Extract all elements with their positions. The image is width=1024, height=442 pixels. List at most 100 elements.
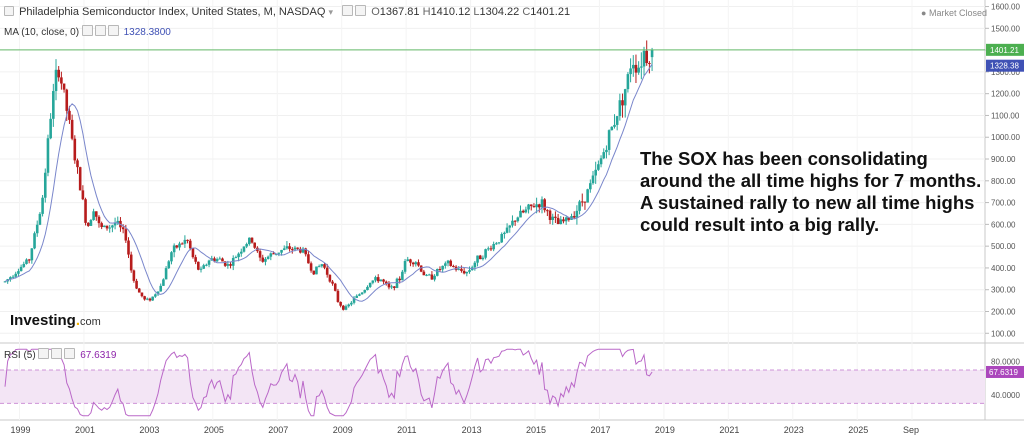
candle-body	[631, 64, 635, 69]
candle-body	[215, 259, 219, 262]
candle-body	[449, 260, 453, 266]
candle-body	[355, 295, 359, 298]
logo-main: Investing	[10, 312, 76, 329]
candle-body	[613, 124, 616, 127]
status-dot-icon: ●	[921, 8, 927, 18]
candle-body	[108, 227, 112, 229]
candle-body	[580, 201, 584, 203]
settings-icon[interactable]	[342, 5, 354, 16]
candle-body	[258, 251, 262, 258]
candle-body	[610, 126, 614, 131]
candle-body	[154, 294, 157, 297]
candle-body	[602, 152, 606, 159]
candle-body	[409, 259, 412, 263]
candle-body	[296, 247, 299, 249]
candle-body	[290, 249, 294, 251]
y-tick-label: 1300.00	[991, 68, 1020, 77]
candle-body	[253, 242, 257, 248]
candle-body	[103, 225, 106, 228]
candle-body	[207, 260, 211, 265]
visibility-icon[interactable]	[355, 5, 367, 16]
candle-body	[140, 292, 144, 297]
candle-body	[352, 297, 356, 303]
candle-body	[60, 77, 63, 84]
y-tick-label: 900.00	[991, 155, 1016, 164]
candle-body	[86, 222, 90, 226]
candle-body	[521, 210, 525, 213]
candle-body	[393, 286, 396, 288]
candle-body	[105, 225, 109, 229]
ma-visibility-icon[interactable]	[81, 25, 93, 36]
y-tick-label: 600.00	[991, 220, 1016, 229]
dropdown-caret-icon[interactable]: ▾	[328, 7, 333, 17]
annotation-line: The SOX has been consolidating	[640, 148, 928, 169]
investing-logo: Investing.com	[10, 312, 101, 329]
collapse-icon[interactable]	[4, 6, 14, 16]
ma-price-label: 1328.38	[990, 62, 1019, 71]
candle-body	[172, 245, 176, 253]
candle-body	[476, 255, 479, 263]
x-tick-label: Sep	[903, 425, 919, 435]
candle-body	[473, 262, 477, 268]
candle-body	[460, 268, 463, 271]
rsi-visibility-icon[interactable]	[38, 348, 50, 359]
candle-body	[489, 248, 493, 250]
y-tick-label: 1200.00	[991, 90, 1020, 99]
candle-body	[529, 204, 533, 207]
candle-body	[194, 257, 197, 262]
candle-body	[162, 279, 165, 286]
candle-body	[307, 254, 310, 264]
ma-settings-icon[interactable]	[94, 25, 106, 36]
candle-body	[288, 246, 291, 250]
candle-body	[645, 50, 649, 64]
annotation-line: around the all time highs for 7 months.	[640, 170, 982, 191]
x-tick-label: 2025	[848, 425, 868, 435]
candle-body	[191, 248, 195, 258]
y-tick-label: 200.00	[991, 308, 1016, 317]
x-tick-label: 2003	[139, 425, 159, 435]
low-label: L	[473, 6, 480, 18]
candle-body	[648, 63, 651, 65]
candle-body	[640, 66, 643, 68]
close-label: C	[522, 6, 531, 18]
candle-body	[419, 265, 423, 272]
candle-body	[170, 252, 173, 262]
candle-body	[11, 276, 15, 278]
rsi-label: RSI (5)	[4, 350, 36, 361]
candle-body	[320, 264, 324, 267]
candle-body	[546, 210, 549, 212]
candle-body	[586, 189, 589, 203]
candle-body	[43, 172, 47, 198]
ma-close-icon[interactable]	[107, 25, 119, 36]
rsi-close-icon[interactable]	[64, 348, 76, 359]
candle-body	[342, 305, 345, 310]
candle-body	[629, 68, 632, 75]
candle-body	[186, 239, 189, 241]
candle-body	[358, 294, 361, 296]
candle-body	[277, 252, 281, 254]
candle-body	[398, 278, 401, 281]
candle-body	[513, 220, 517, 222]
x-tick-label: 2019	[655, 425, 675, 435]
candle-body	[438, 269, 442, 271]
y-tick-label: 500.00	[991, 242, 1016, 251]
candle-body	[368, 282, 372, 287]
candle-body	[387, 283, 391, 288]
candle-body	[360, 292, 364, 295]
candle-body	[634, 64, 638, 73]
candle-body	[250, 237, 254, 243]
candle-body	[605, 149, 608, 153]
rsi-tick-label: 80.0000	[991, 358, 1020, 367]
candle-body	[492, 243, 495, 250]
candle-body	[371, 280, 375, 283]
candle-body	[623, 89, 627, 106]
candle-body	[92, 211, 95, 221]
last-price-label: 1401.21	[990, 46, 1019, 55]
candle-body	[484, 249, 487, 258]
candle-body	[175, 245, 179, 248]
candle-body	[137, 288, 141, 293]
rsi-settings-icon[interactable]	[51, 348, 63, 359]
candle-body	[269, 253, 273, 257]
